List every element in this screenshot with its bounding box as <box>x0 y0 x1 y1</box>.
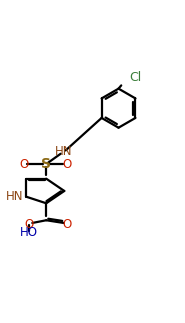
Text: O: O <box>19 158 28 171</box>
Text: Cl: Cl <box>129 71 142 84</box>
Text: S: S <box>41 157 51 171</box>
Text: HO: HO <box>20 226 38 239</box>
Text: O: O <box>62 158 72 171</box>
Text: O: O <box>24 218 34 231</box>
Text: HN: HN <box>6 190 23 203</box>
Text: HN: HN <box>55 145 72 158</box>
Text: O: O <box>62 218 72 231</box>
